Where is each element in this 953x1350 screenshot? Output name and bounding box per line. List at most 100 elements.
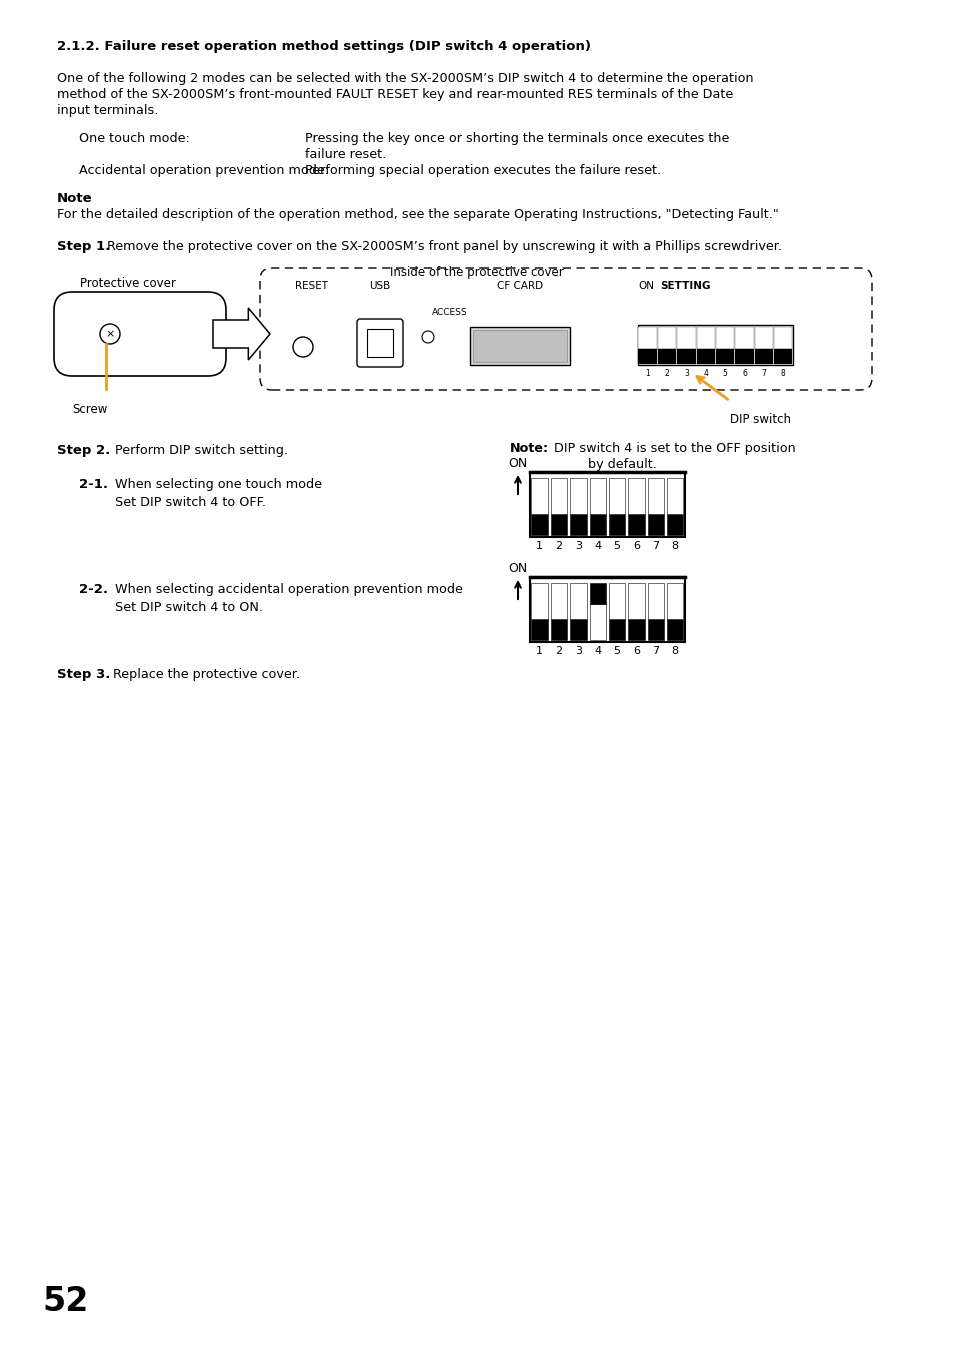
Bar (608, 583, 625, 620)
Text: method of the SX-2000SM’s front-mounted FAULT RESET key and rear-mounted RES ter: method of the SX-2000SM’s front-mounted … (57, 88, 733, 101)
Text: failure reset.: failure reset. (305, 148, 386, 161)
Text: For the detailed description of the operation method, see the separate Operating: For the detailed description of the oper… (57, 208, 778, 221)
Text: Protective cover: Protective cover (80, 277, 175, 290)
Bar (735, 348, 753, 364)
Bar (531, 583, 547, 620)
Bar (608, 514, 625, 535)
Text: ON: ON (507, 562, 527, 575)
Text: 1: 1 (644, 369, 649, 378)
Bar (550, 478, 567, 514)
Bar (628, 583, 644, 620)
Bar (628, 514, 644, 535)
Bar (773, 348, 792, 364)
Text: 7: 7 (760, 369, 765, 378)
Text: ACCESS: ACCESS (432, 308, 467, 317)
Bar (716, 327, 734, 348)
Bar (531, 514, 547, 535)
Text: DIP switch: DIP switch (729, 413, 790, 427)
Text: When selecting one touch mode: When selecting one touch mode (115, 478, 322, 491)
Text: ON: ON (638, 281, 654, 292)
Text: 4: 4 (594, 647, 600, 656)
Bar (628, 620, 644, 640)
Text: Step 1.: Step 1. (57, 240, 111, 252)
Text: Pressing the key once or shorting the terminals once executes the: Pressing the key once or shorting the te… (305, 132, 729, 144)
Bar (647, 583, 663, 620)
Bar (666, 478, 682, 514)
Bar (638, 325, 792, 364)
Bar (666, 514, 682, 535)
Text: Note: Note (57, 192, 92, 205)
Text: Performing special operation executes the failure reset.: Performing special operation executes th… (305, 163, 660, 177)
Bar (367, 329, 393, 356)
Text: Perform DIP switch setting.: Perform DIP switch setting. (107, 444, 288, 458)
Text: Step 2.: Step 2. (57, 444, 111, 458)
Text: 8: 8 (671, 541, 679, 551)
Text: 2-2.: 2-2. (79, 583, 108, 595)
Bar (530, 576, 684, 643)
Bar (647, 620, 663, 640)
Text: 2: 2 (555, 647, 562, 656)
Text: Screw: Screw (71, 404, 108, 416)
Bar (677, 348, 695, 364)
Bar (570, 583, 586, 620)
FancyBboxPatch shape (260, 269, 871, 390)
Bar (473, 329, 566, 362)
Bar (773, 327, 792, 348)
Bar (608, 620, 625, 640)
Bar (696, 327, 714, 348)
Text: SETTING: SETTING (659, 281, 710, 292)
Bar (716, 348, 734, 364)
Text: 7: 7 (652, 541, 659, 551)
FancyBboxPatch shape (356, 319, 402, 367)
Text: 6: 6 (633, 541, 639, 551)
Text: Remove the protective cover on the SX-2000SM’s front panel by unscrewing it with: Remove the protective cover on the SX-20… (99, 240, 781, 252)
Text: 5: 5 (613, 647, 620, 656)
Text: Note:: Note: (510, 441, 549, 455)
Bar (470, 327, 569, 364)
Text: 3: 3 (575, 647, 581, 656)
Text: One touch mode:: One touch mode: (79, 132, 190, 144)
Text: 8: 8 (671, 647, 679, 656)
Bar (550, 620, 567, 640)
Bar (550, 514, 567, 535)
Text: 5: 5 (613, 541, 620, 551)
Bar (677, 327, 695, 348)
Bar (570, 514, 586, 535)
Bar (735, 327, 753, 348)
Bar (754, 348, 772, 364)
Bar (638, 348, 657, 364)
Text: 6: 6 (741, 369, 746, 378)
Text: 7: 7 (652, 647, 659, 656)
Text: input terminals.: input terminals. (57, 104, 158, 117)
Text: ×: × (105, 329, 114, 339)
Bar (638, 327, 657, 348)
Text: When selecting accidental operation prevention mode: When selecting accidental operation prev… (115, 583, 462, 595)
Text: 1: 1 (536, 541, 542, 551)
Bar (550, 583, 567, 620)
Bar (589, 478, 605, 514)
Text: 4: 4 (594, 541, 600, 551)
Bar (589, 603, 605, 640)
Text: 3: 3 (683, 369, 688, 378)
Text: DIP switch 4 is set to the OFF position: DIP switch 4 is set to the OFF position (550, 441, 795, 455)
Text: 4: 4 (702, 369, 707, 378)
Text: 5: 5 (722, 369, 727, 378)
Text: 2: 2 (664, 369, 669, 378)
Bar (754, 327, 772, 348)
Text: 52: 52 (42, 1285, 89, 1318)
Text: Set DIP switch 4 to OFF.: Set DIP switch 4 to OFF. (115, 495, 266, 509)
Text: One of the following 2 modes can be selected with the SX-2000SM’s DIP switch 4 t: One of the following 2 modes can be sele… (57, 72, 753, 85)
Bar (570, 478, 586, 514)
Bar (570, 620, 586, 640)
Bar (696, 348, 714, 364)
Text: RESET: RESET (294, 281, 328, 292)
Bar (647, 514, 663, 535)
Text: 1: 1 (536, 647, 542, 656)
Bar (531, 620, 547, 640)
Bar (530, 472, 684, 537)
FancyBboxPatch shape (54, 292, 226, 377)
Bar (647, 478, 663, 514)
Polygon shape (213, 308, 270, 360)
Text: 2-1.: 2-1. (79, 478, 108, 491)
Bar (628, 478, 644, 514)
